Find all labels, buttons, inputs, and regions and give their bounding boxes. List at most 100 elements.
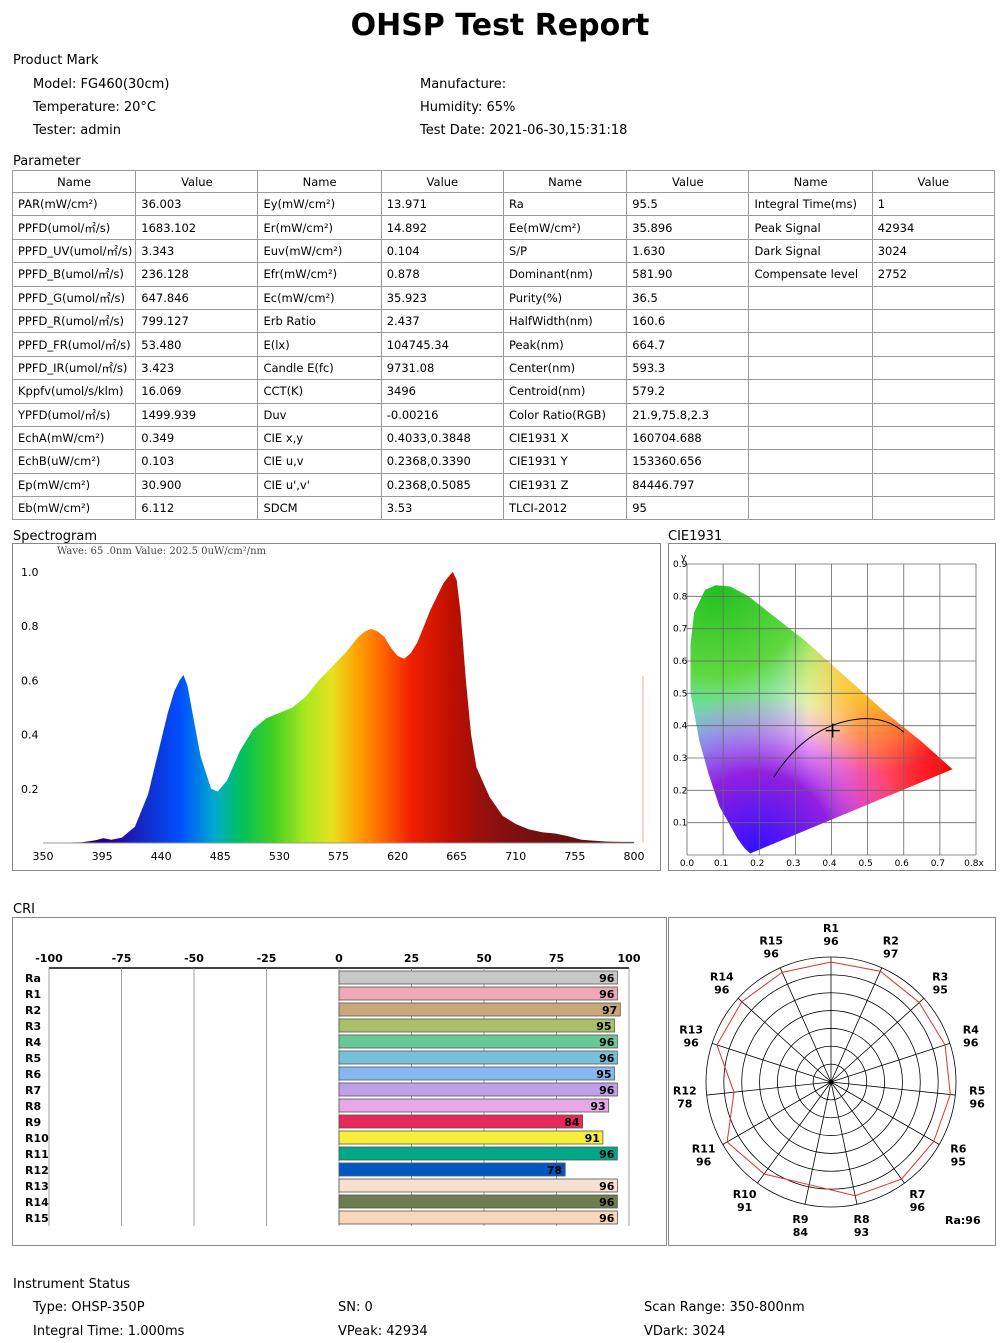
cri-bar-value: 96 xyxy=(599,972,615,985)
spectrum-x-tick: 800 xyxy=(624,850,645,863)
cri-bar-value: 96 xyxy=(599,1148,615,1161)
parameter-cell: 0.103 xyxy=(135,449,259,474)
parameter-cell: 9731.08 xyxy=(380,355,504,381)
parameter-cell: CIE x,y xyxy=(257,425,382,451)
cri-x-tick: 100 xyxy=(618,952,641,965)
radar-polygon xyxy=(716,961,951,1197)
parameter-cell: 2.437 xyxy=(380,308,504,334)
parameter-cell: 84446.797 xyxy=(626,472,750,498)
cri-x-tick: 25 xyxy=(404,952,419,965)
parameter-cell: 36.5 xyxy=(626,285,750,310)
parameter-cell: 104745.34 xyxy=(380,332,504,357)
radar-label: R7 xyxy=(909,1188,925,1201)
cie-y-tick: 0.5 xyxy=(673,689,687,699)
cri-x-tick: -25 xyxy=(257,952,277,965)
radar-value: 96 xyxy=(714,984,730,997)
temperature-label: Temperature: 20°C xyxy=(33,100,156,115)
cri-category-label: R11 xyxy=(25,1148,49,1161)
spectrum-y-tick: 0.2 xyxy=(21,783,39,796)
radar-spoke xyxy=(830,1042,951,1083)
parameter-cell: 647.846 xyxy=(135,285,259,310)
parameter-row: PPFD_IR(umol/㎡/s) 3.423 Candle E(fc) 9731.0… xyxy=(11,355,996,381)
parameter-cell: PAR(mW/cm²) xyxy=(11,191,137,217)
parameter-cell xyxy=(871,379,996,404)
parameter-cell: 16.069 xyxy=(135,379,259,404)
cri-bar xyxy=(338,1082,618,1097)
cri-bar xyxy=(338,986,618,1001)
spectrum-y-tick: 1.0 xyxy=(21,566,39,579)
cri-x-tick: 50 xyxy=(476,952,492,965)
spectrum-y-tick: 0.8 xyxy=(21,620,39,633)
parameter-cell: 0.4033,0.3848 xyxy=(380,425,504,451)
parameter-cell: 593.3 xyxy=(626,355,750,381)
parameter-cell xyxy=(871,496,996,521)
parameter-cell: 42934 xyxy=(871,215,996,240)
cie-color-layer xyxy=(690,585,953,854)
cie-x-tick: 0.2 xyxy=(750,859,764,869)
cri-category-label: R13 xyxy=(25,1180,49,1193)
cie-x-tick: 0.1 xyxy=(714,859,728,869)
cie-chart: 0.0 0.1 0.2 0.3 0.4 0.5 0.6 0.7 0.8x 0.1 0.2 0.3 0.4… xyxy=(673,553,984,869)
parameter-header-cell: Name xyxy=(502,170,628,193)
cri-bar xyxy=(338,1146,618,1161)
parameter-cell: 6.112 xyxy=(135,496,259,521)
cri-bar xyxy=(338,1034,618,1049)
parameter-cell: TLCI-2012 xyxy=(502,496,628,521)
cri-category-label: R3 xyxy=(25,1020,41,1033)
cie-x-tick: 0.4 xyxy=(822,859,837,869)
parameter-cell: Kppfv(umol/s/klm) xyxy=(11,379,137,404)
radar-spoke xyxy=(711,1042,832,1083)
cri-bar-value: 78 xyxy=(547,1164,562,1177)
radar-spoke xyxy=(830,1081,905,1184)
test-date-label: Test Date: 2021-06-30,15:31:18 xyxy=(420,123,628,138)
parameter-cell: PPFD_IR(umol/㎡/s) xyxy=(11,355,137,381)
cri-category-label: Ra xyxy=(25,972,41,985)
radar-ra-label: Ra:96 xyxy=(945,1214,981,1227)
cie-x-tick: 0.8x xyxy=(964,859,984,869)
parameter-cell: CCT(K) xyxy=(257,379,382,404)
radar-spoke xyxy=(830,998,925,1083)
parameter-heading: Parameter xyxy=(13,154,81,169)
parameter-cell xyxy=(748,355,873,381)
cie-y-axis-label: y xyxy=(681,553,687,563)
parameter-cell xyxy=(748,402,873,427)
parameter-cell: 53.480 xyxy=(135,332,259,357)
radar-spoke xyxy=(706,1081,832,1096)
radar-value: 93 xyxy=(854,1226,869,1239)
parameter-cell: 160.6 xyxy=(626,308,750,334)
parameter-cell: 30.900 xyxy=(135,472,259,498)
parameter-cell: 1499.939 xyxy=(135,402,259,427)
spectrum-x-tick: 620 xyxy=(387,850,408,863)
radar-value: 84 xyxy=(793,1226,809,1239)
cie-y-tick: 0.3 xyxy=(673,754,687,764)
parameter-header-cell: Value xyxy=(135,170,259,193)
parameter-cell: Ec(mW/cm²) xyxy=(257,285,382,310)
parameter-cell xyxy=(871,449,996,474)
parameter-cell: 3.423 xyxy=(135,355,259,381)
parameter-cell: 0.104 xyxy=(380,238,504,264)
parameter-row: PPFD_UV(umol/㎡/s) 3.343 Euv(mW/cm²) 0.104 S/… xyxy=(11,238,996,264)
parameter-cell: Integral Time(ms) xyxy=(748,191,873,217)
cri-bar-panel: -100 -75 -50 -25 0 25 50 75 100 Ra 96 R1 96 R2 97 R3 95 R… xyxy=(12,917,667,1246)
parameter-cell: 35.896 xyxy=(626,215,750,240)
cri-bar-value: 95 xyxy=(596,1020,611,1033)
cie-y-tick: 0.6 xyxy=(673,657,688,667)
spectrum-x-tick: 755 xyxy=(564,850,585,863)
parameter-cell xyxy=(748,496,873,521)
instrument-scan-range: Scan Range: 350-800nm xyxy=(644,1300,805,1315)
spectrum-x-tick: 710 xyxy=(505,850,526,863)
spectrum-x-tick: 530 xyxy=(269,850,290,863)
parameter-cell: -0.00216 xyxy=(380,402,504,427)
cie-planckian-locus xyxy=(773,718,905,778)
radar-label: R15 xyxy=(759,935,783,948)
cie-y-tick: 0.2 xyxy=(673,786,687,796)
cri-category-label: R9 xyxy=(25,1116,41,1129)
spectrum-x-tick: 350 xyxy=(33,850,54,863)
radar-label: R14 xyxy=(710,971,734,984)
cri-bar-value: 96 xyxy=(599,1052,615,1065)
cri-bar-value: 96 xyxy=(599,1036,615,1049)
radar-spoke xyxy=(830,1081,956,1096)
parameter-cell: PPFD_UV(umol/㎡/s) xyxy=(11,238,137,264)
parameter-cell: 0.2368,0.5085 xyxy=(380,472,504,498)
parameter-cell: 35.923 xyxy=(380,285,504,310)
